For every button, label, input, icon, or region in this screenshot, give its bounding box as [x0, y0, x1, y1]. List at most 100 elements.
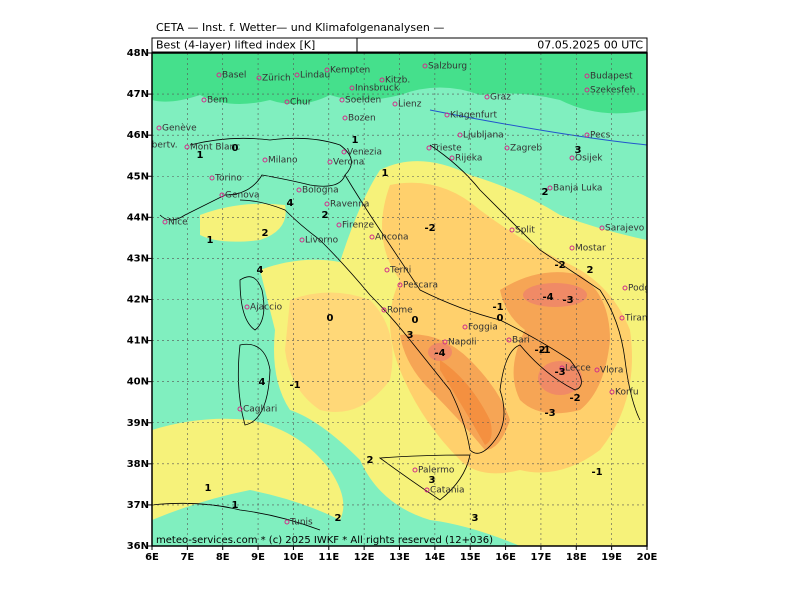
contour-label: 3	[429, 475, 436, 486]
city-marker	[412, 467, 418, 473]
city-marker	[262, 157, 268, 163]
city-label: Genova	[225, 191, 260, 201]
contour-label: 1	[197, 150, 204, 161]
city-label: Nice	[168, 218, 188, 228]
city-marker	[392, 101, 398, 107]
city-marker	[444, 112, 450, 118]
city-label: Chur	[290, 98, 312, 108]
city-marker	[216, 72, 222, 78]
city-marker	[449, 155, 455, 161]
city-label: Salzburg	[428, 62, 467, 72]
lon-label: 20E	[637, 552, 658, 563]
city-marker	[349, 85, 355, 91]
city-marker	[384, 267, 390, 273]
contour-label: 0	[497, 313, 504, 324]
city-marker	[296, 187, 302, 193]
city-marker	[294, 72, 300, 78]
city-label: Graz	[490, 93, 511, 103]
contour-label: -3	[544, 408, 555, 419]
city-label: Mostar	[575, 244, 606, 254]
lon-label: 11E	[318, 552, 339, 563]
city-label: Terni	[389, 266, 411, 276]
city-label: Sarajevo	[605, 224, 645, 234]
city-marker	[599, 225, 605, 231]
city-label: Milano	[268, 156, 298, 166]
lat-label: 40N	[127, 377, 149, 388]
city-marker	[504, 145, 510, 151]
contour-label: -4	[434, 348, 445, 359]
city-marker	[379, 77, 385, 83]
lat-label: 42N	[127, 295, 149, 306]
coast-africa	[152, 502, 321, 531]
contour-label: -1	[591, 467, 602, 478]
field-red-salento	[538, 361, 582, 395]
city-marker	[219, 192, 225, 198]
city-label: Torino	[214, 174, 242, 184]
contour-label: -1	[492, 302, 503, 313]
lat-label: 37N	[127, 500, 149, 511]
contour-label: 3	[575, 145, 582, 156]
city-marker	[184, 144, 190, 150]
city-marker	[209, 175, 215, 181]
city-marker	[509, 227, 515, 233]
city-label: Bologna	[302, 186, 339, 196]
contour-label: 1	[207, 235, 214, 246]
city-marker	[299, 237, 305, 243]
city-label: Innsbruck	[355, 84, 400, 94]
field-lightorange-tyrrh	[285, 292, 393, 412]
city-label: Kempten	[330, 66, 370, 76]
date: 07.05.2025 00 UTC	[537, 39, 643, 52]
contour-label: -2	[424, 223, 435, 234]
city-label: Pecs	[590, 131, 611, 141]
city-marker	[594, 367, 600, 373]
city-label: Soelden	[345, 96, 381, 106]
city-label: Bern	[207, 96, 228, 106]
city-label: Livorno	[305, 236, 339, 246]
city-marker	[342, 115, 348, 121]
field-yellow-ligurian	[200, 203, 286, 242]
lon-label: 17E	[531, 552, 552, 563]
city-marker	[609, 389, 615, 395]
city-marker	[422, 63, 428, 69]
coast-north-italy	[159, 137, 352, 221]
city-label: Korfu	[615, 388, 639, 398]
city-marker	[138, 143, 142, 147]
contour-label: 2	[542, 187, 549, 198]
city-marker	[284, 99, 290, 105]
lat-label: 43N	[127, 253, 149, 264]
city-marker	[442, 339, 448, 345]
city-label: Lindau	[300, 71, 330, 81]
city-marker	[397, 282, 403, 288]
contour-label: -1	[539, 345, 550, 356]
city-label: Verona	[333, 158, 364, 168]
city-marker	[237, 406, 243, 412]
contour-label: 1	[382, 168, 389, 179]
city-marker	[547, 185, 553, 191]
city-label: Banja Luka	[553, 184, 602, 194]
field-name: Best (4-layer) lifted index [K]	[156, 39, 315, 52]
city-label: Vlora	[600, 366, 623, 376]
lat-label: 44N	[127, 212, 149, 223]
field-box	[151, 37, 358, 53]
lat-label: 41N	[127, 336, 149, 347]
lon-label: 6E	[145, 552, 159, 563]
city-label: Bari	[512, 336, 530, 346]
contour-label: 2	[367, 455, 374, 466]
city-label: Firenze	[342, 221, 374, 231]
lon-label: 8E	[216, 552, 230, 563]
city-label: Tunis	[289, 518, 313, 528]
city-label: Klagenfurt	[450, 111, 497, 121]
city-label: Lecce	[565, 364, 591, 374]
contour-label: -4	[542, 292, 553, 303]
field-yellow-sw	[152, 418, 344, 520]
field-red-gargano	[523, 283, 587, 307]
coast-islands	[237, 276, 271, 426]
lat-label: 45N	[127, 171, 149, 182]
contour-label: 2	[322, 210, 329, 221]
lon-label: 14E	[424, 552, 445, 563]
footer: meteo-services.com * (c) 2025 IWKF * All…	[156, 535, 493, 546]
city-label: Split	[515, 226, 535, 236]
city-label: Napoli	[448, 338, 476, 348]
contour-label: -3	[562, 295, 573, 306]
contour-label: 4	[287, 198, 294, 209]
